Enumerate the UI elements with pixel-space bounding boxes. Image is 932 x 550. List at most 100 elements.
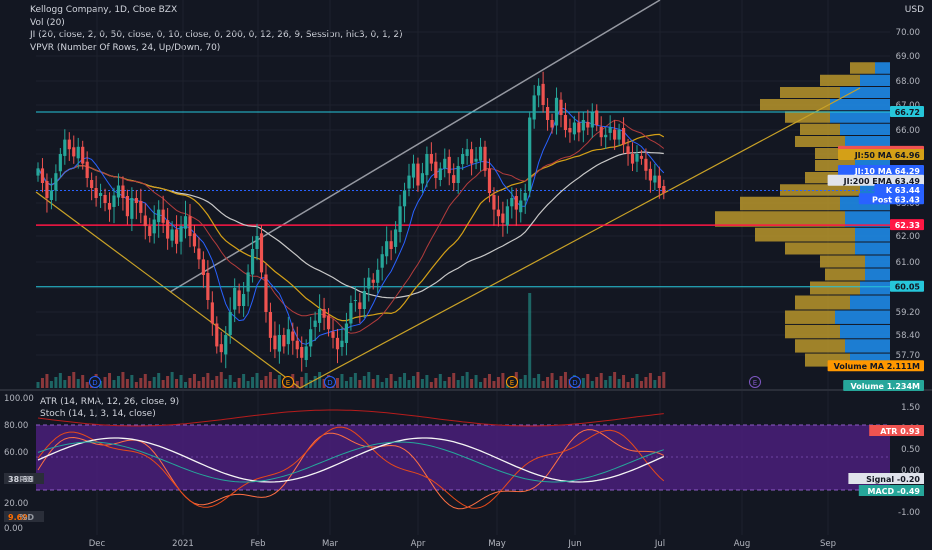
candle-body: [461, 154, 465, 165]
volume-bar: [586, 374, 590, 388]
candle-body: [148, 226, 152, 236]
volume-bar: [608, 376, 612, 388]
volume-bar: [528, 293, 532, 388]
candle-body: [443, 158, 447, 169]
candle-body: [188, 216, 192, 236]
volume-bar: [184, 382, 188, 388]
price-tick: 57.70: [896, 351, 920, 361]
lower-left-pill: [4, 511, 44, 522]
price-pill-label: 66.72: [895, 108, 920, 117]
atr-line: [37, 409, 664, 427]
volume-bar: [233, 382, 237, 388]
oscillators: [37, 409, 665, 510]
time-tick: 2021: [172, 539, 194, 549]
lower-legend: ATR (14, RMA, 12, 26, close, 9) Stoch (1…: [40, 396, 179, 420]
indicator-stoch[interactable]: Stoch (14, 1, 3, 14, close): [40, 409, 156, 419]
price-pill: [827, 360, 924, 372]
volume-bar: [537, 374, 541, 388]
candle-body: [385, 241, 389, 257]
indicator-ji[interactable]: JI (20, close, 2, 0, 50, close, 0, 10, c…: [30, 30, 403, 40]
candle-body: [367, 277, 371, 289]
lower-left-tick: 20.00: [4, 499, 28, 509]
volume-bar: [40, 378, 44, 388]
volume-bar: [644, 377, 648, 388]
rsi-line: [37, 437, 665, 483]
candle-body: [63, 139, 67, 156]
volume-bar: [398, 377, 402, 388]
vp-down-bar: [810, 281, 860, 295]
indicator-vpvr[interactable]: VPVR (Number Of Rows, 24, Up/Down, 70): [30, 42, 221, 53]
candle-body: [478, 146, 483, 161]
indicator-atr[interactable]: ATR (14, RMA, 12, 26, close, 9): [40, 397, 180, 407]
volume-bar: [125, 379, 129, 388]
volume-bar: [273, 379, 277, 388]
vp-down-bar: [850, 62, 875, 74]
candle-body: [407, 175, 411, 189]
vp-down-bar: [780, 87, 840, 98]
vp-up-bar: [845, 211, 890, 227]
candle-body: [228, 312, 232, 335]
candle-body: [523, 193, 527, 201]
candle-body: [326, 315, 331, 330]
vp-up-bar: [835, 310, 890, 324]
volume-bar: [304, 373, 308, 388]
vp-down-bar: [785, 310, 835, 324]
candle-body: [402, 190, 407, 207]
volume-bar: [465, 372, 469, 388]
candle-body: [639, 155, 644, 159]
candle-body: [291, 331, 295, 341]
candle-body: [568, 128, 572, 133]
time-tick: Sep: [820, 539, 836, 549]
volume-bar: [447, 377, 451, 388]
event-marker: [506, 376, 518, 388]
price-pill-label: K 63.44: [886, 186, 921, 195]
candle-body: [456, 166, 460, 183]
price-tick: 66.00: [896, 126, 920, 136]
lower-left-pill-value: 9.69: [8, 513, 28, 522]
volume-bar: [349, 377, 353, 388]
event-marker-label: E: [753, 379, 757, 387]
candle-body: [581, 120, 585, 131]
candle-body: [340, 340, 344, 347]
candle-body: [81, 146, 85, 164]
volume-bar: [563, 372, 567, 388]
candle-body: [85, 161, 89, 178]
candle-body: [447, 156, 451, 174]
candle-body: [469, 149, 474, 164]
vp-up-bar: [845, 136, 890, 147]
volume-bar: [635, 374, 639, 388]
volume-bar: [389, 374, 393, 388]
volume-bar: [81, 375, 85, 388]
candle-body: [411, 163, 416, 178]
candle-body: [362, 291, 366, 309]
indicator-vol[interactable]: Vol (20): [30, 17, 65, 28]
candle-body: [103, 195, 107, 203]
vp-down-bar: [785, 324, 840, 339]
time-tick: Mar: [322, 539, 339, 549]
candle-body: [617, 130, 621, 140]
price-pill-label: JI:50 MA 64.96: [854, 151, 921, 160]
volume-bar: [403, 373, 407, 388]
volume-bar: [653, 380, 657, 388]
price-pill: [858, 193, 924, 205]
candle-body: [662, 186, 666, 193]
currency-label[interactable]: USD: [904, 5, 924, 15]
volume-bar: [523, 375, 527, 388]
candle-body: [157, 209, 161, 223]
candle-body: [40, 168, 45, 183]
vp-down-bar: [740, 196, 840, 211]
price-pill-label: 62.33: [895, 221, 920, 230]
time-tick: Aug: [734, 539, 751, 549]
event-marker-label: E: [510, 379, 514, 387]
volume-bar: [192, 374, 196, 388]
time-tick: Dec: [89, 539, 106, 549]
volume-bar: [479, 382, 483, 388]
volume-bar: [161, 380, 165, 388]
volume-bar: [385, 378, 389, 388]
volume-bar: [604, 380, 608, 388]
vp-down-bar: [760, 99, 830, 111]
candle-body: [152, 219, 156, 234]
lower-left-pill: [4, 473, 44, 484]
candle-body: [58, 154, 62, 172]
